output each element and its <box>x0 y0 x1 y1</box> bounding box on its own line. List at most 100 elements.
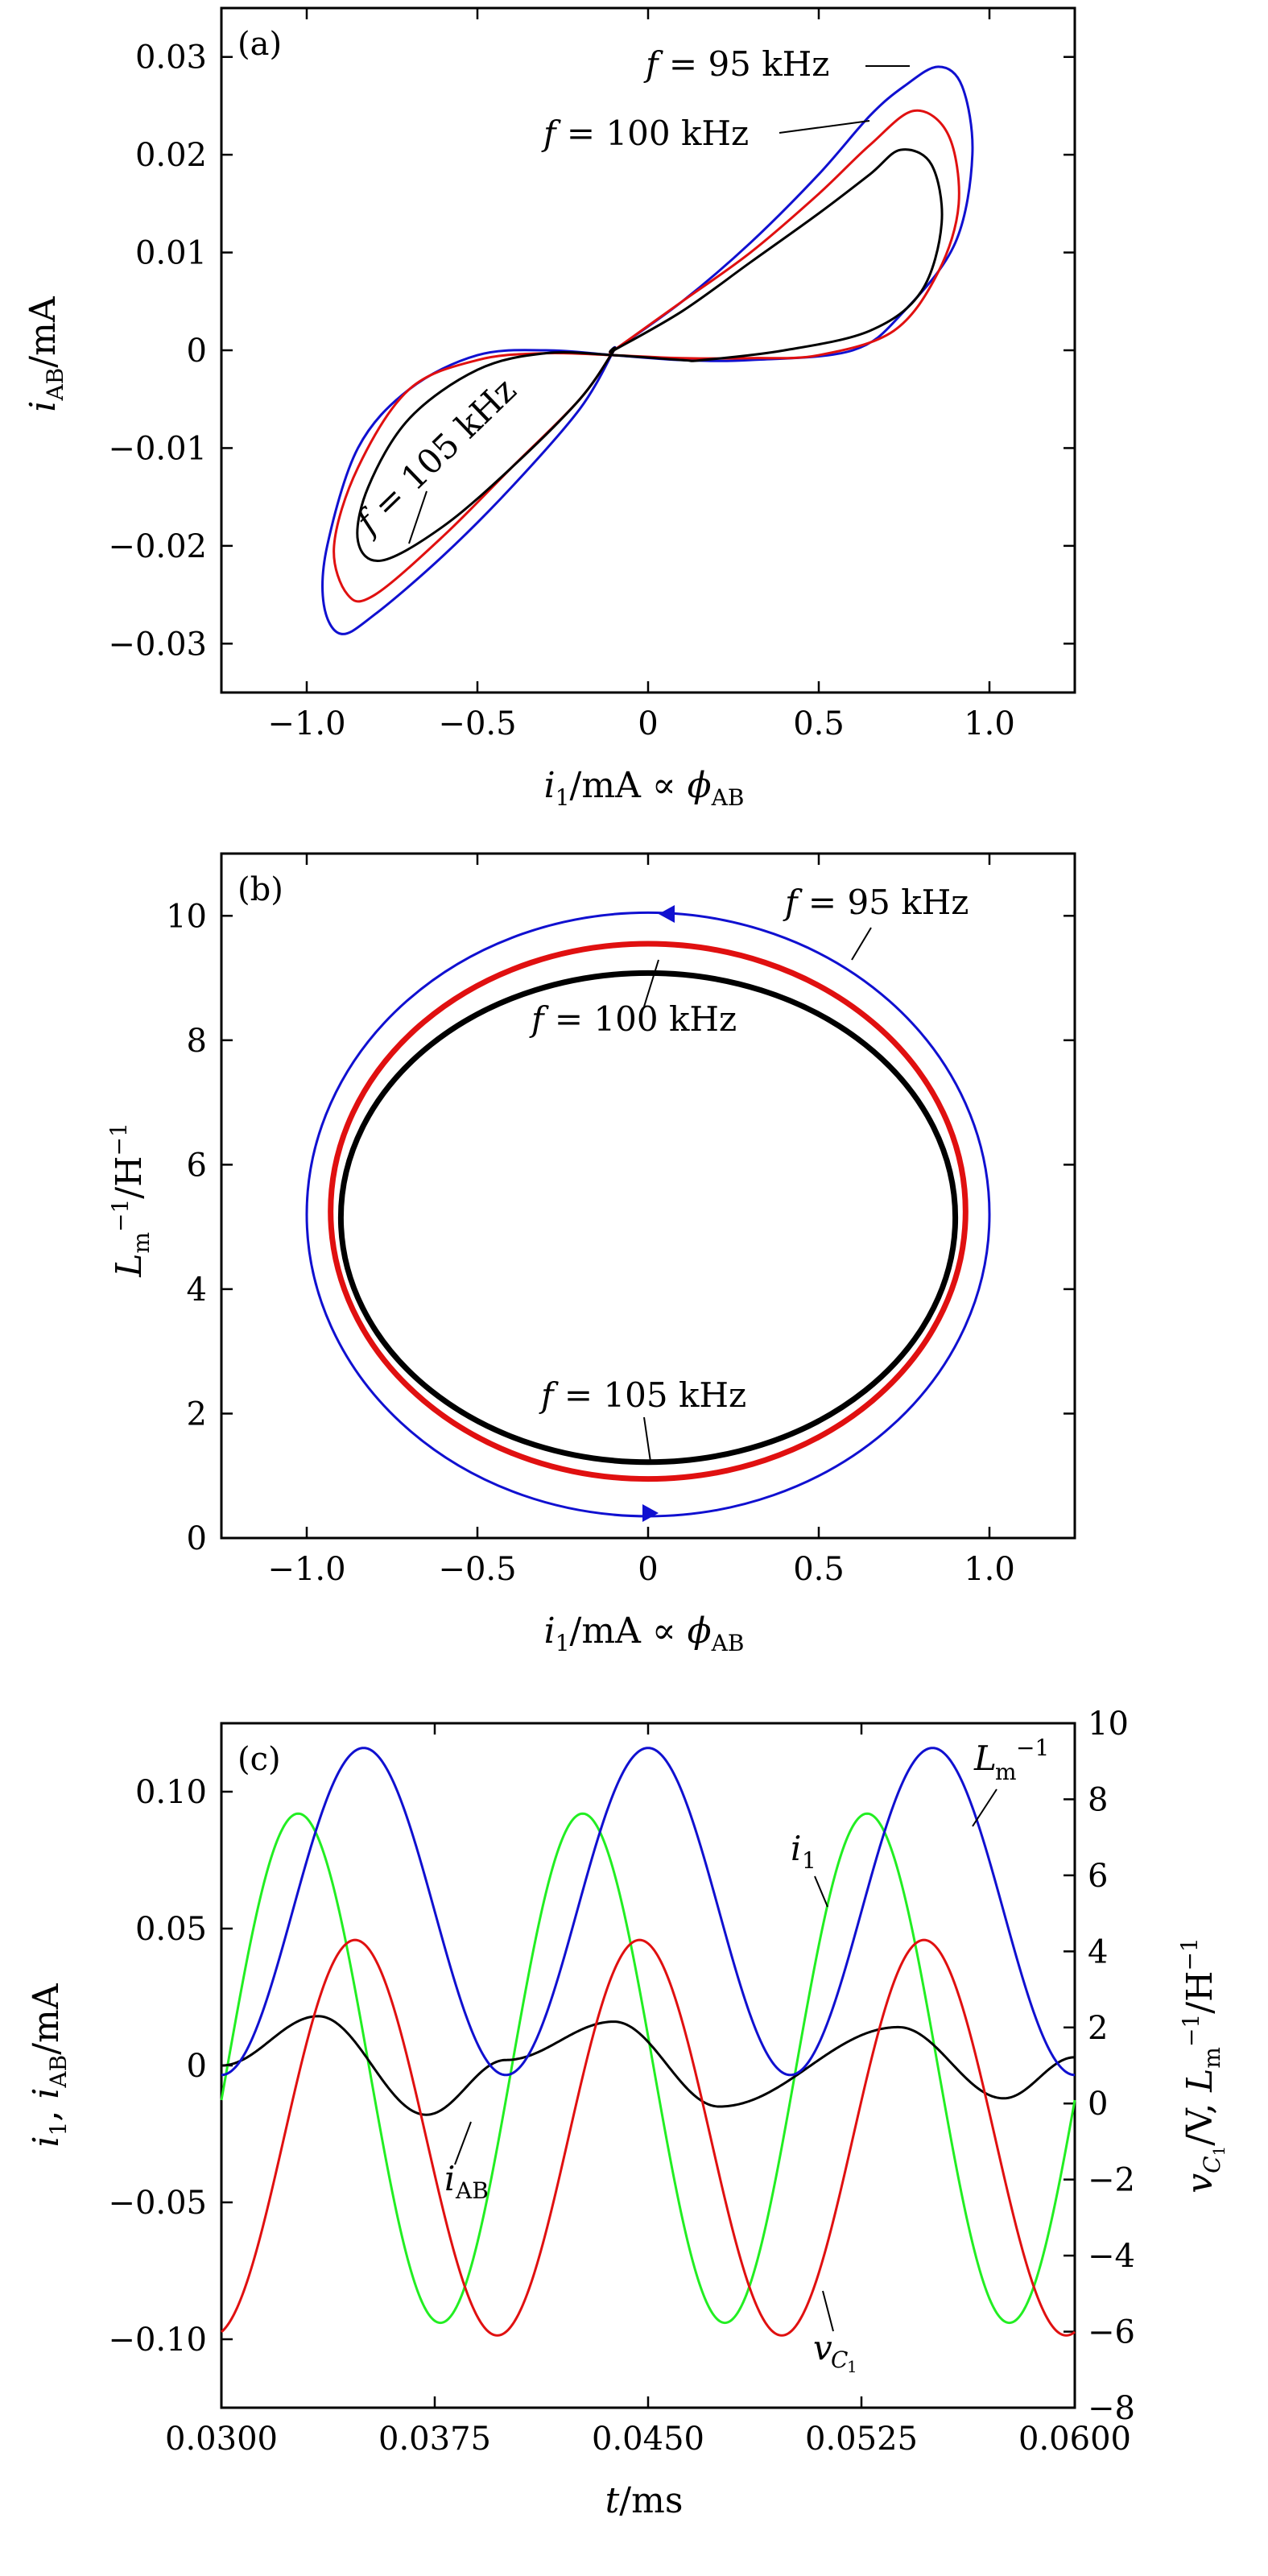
panel-a-series-1 <box>332 109 960 603</box>
panel-a-ytick-label-3: 0 <box>187 333 207 370</box>
panel-c-xtick-label-3: 0.0525 <box>805 2421 918 2458</box>
leader-105khz-b <box>643 1416 651 1462</box>
panel-c-ytick-right-label-0: −8 <box>1088 2390 1135 2427</box>
panel-b-xlabel: i1/mA ∝ ϕAB <box>544 1611 745 1656</box>
panel-b-series-1 <box>328 941 969 1482</box>
panel-c-series-3 <box>221 1747 1076 2077</box>
svg-text:i1/mA ∝ ϕAB: i1/mA ∝ ϕAB <box>544 1611 745 1656</box>
panel-c-ytick-right-label-6: 4 <box>1088 1933 1108 1970</box>
leader-105khz-a <box>408 490 427 544</box>
panel-c-series-0 <box>220 1812 1076 2325</box>
svg-text:v: v <box>813 2328 832 2367</box>
panel-b-xtick-label-1: −0.5 <box>438 1551 516 1588</box>
panel-c-ytick-right-label-4: 0 <box>1088 2086 1108 2123</box>
svg-text:iAB/mA: iAB/mA <box>23 296 68 411</box>
panel-c-ytick-right-label-3: −2 <box>1088 2162 1135 2199</box>
label-95khz-a: f = 95 kHz <box>643 44 910 84</box>
leader-100khz-a <box>779 120 870 134</box>
panel-c-ticks: 0.0300 0.0375 0.0450 0.0525 0.0600 −0.10 −0.05… <box>108 1706 1135 2458</box>
label-105khz-b: f = 105 kHz <box>539 1375 746 1462</box>
leader-iab-c <box>454 2121 472 2165</box>
svg-text:1: 1 <box>847 2357 857 2376</box>
panel-b-frame <box>220 852 1076 1540</box>
panel-c-ytick-label-0: −0.10 <box>108 2322 207 2359</box>
panel-c-ytick-label-3: 0.05 <box>135 1911 207 1948</box>
panel-a-ytick-label-4: 0.01 <box>135 235 207 272</box>
panel-c-ytick-right-label-5: 2 <box>1088 2010 1108 2047</box>
panel-c-ytick-right-label-8: 8 <box>1088 1781 1108 1818</box>
panel-c-ytick-right-label-9: 10 <box>1088 1706 1129 1743</box>
panel-b-ytick-label-0: 0 <box>187 1520 207 1557</box>
svg-text:f = 95 kHz: f = 95 kHz <box>643 44 829 84</box>
svg-text:i: i <box>791 1829 801 1868</box>
panel-c: (c) 0.0300 0.0375 0.0450 0.0525 0.0600 −0.10 −… <box>26 1706 1229 2521</box>
leader-95khz-b <box>851 927 872 961</box>
label-i1-c: i 1 <box>791 1829 828 1908</box>
panel-c-ytick-right-label-1: −6 <box>1088 2314 1135 2351</box>
panel-a-xtick-label-2: 0 <box>638 705 658 742</box>
panel-c-xlabel: t/ms <box>605 2480 684 2521</box>
panel-a-xtick-label-4: 1.0 <box>964 705 1015 742</box>
panel-c-ytick-label-2: 0 <box>187 2048 207 2085</box>
label-100khz-a: f = 100 kHz <box>541 114 870 153</box>
panel-a-xtick-label-0: −1.0 <box>267 705 345 742</box>
svg-text:t/ms: t/ms <box>605 2480 684 2521</box>
panel-b-label: (b) <box>237 871 283 908</box>
panel-a-ticks: −1.0 −0.5 0 0.5 1.0 −0.03 −0.02 −0.01 0 0.01 0.02 0… <box>108 8 1075 742</box>
panel-b-ticks: −1.0 −0.5 0 0.5 1.0 0 2 4 6 8 10 <box>166 854 1075 1588</box>
svg-text:f = 105 kHz: f = 105 kHz <box>539 1375 746 1415</box>
panel-c-ytick-label-4: 0.10 <box>135 1774 207 1811</box>
panel-c-ylabel-right: vC1/V, Lm−1/H−1 <box>1176 1937 1229 2193</box>
panel-b-series-2 <box>337 970 959 1466</box>
svg-text:i: i <box>444 2159 455 2198</box>
panel-a-ytick-label-2: −0.01 <box>108 430 207 467</box>
leader-i1-c <box>814 1875 828 1908</box>
svg-text:−1: −1 <box>1016 1735 1049 1761</box>
panel-c-label: (c) <box>237 1741 281 1778</box>
panel-c-series-2 <box>221 1938 1076 2337</box>
direction-arrow-top <box>659 905 675 923</box>
panel-a-ytick-label-5: 0.02 <box>135 137 207 174</box>
panel-b-xtick-label-3: 0.5 <box>793 1551 845 1588</box>
panel-a-xtick-label-1: −0.5 <box>438 705 516 742</box>
panel-a-series-2 <box>356 148 944 563</box>
panel-c-ylabel-left: i1, iAB/mA <box>26 1983 72 2147</box>
panel-c-series-1 <box>221 2015 1076 2116</box>
panel-a-ytick-label-0: −0.03 <box>108 626 207 663</box>
svg-text:f = 100 kHz: f = 100 kHz <box>541 114 749 153</box>
svg-text:m: m <box>995 1759 1017 1785</box>
panel-a-label: (a) <box>237 26 282 63</box>
svg-text:i1, iAB/mA: i1, iAB/mA <box>26 1983 72 2147</box>
panel-b-xtick-label-0: −1.0 <box>267 1551 345 1588</box>
panel-c-ytick-right-label-2: −4 <box>1088 2238 1135 2275</box>
label-lm-c: L m −1 <box>972 1735 1049 1827</box>
svg-text:f = 100 kHz: f = 100 kHz <box>529 999 737 1039</box>
panel-a-xlabel: i1/mA ∝ ϕAB <box>544 765 745 811</box>
svg-text:AB: AB <box>455 2177 489 2204</box>
panel-a: (a) −1.0 −0.5 0 0.5 1.0 −0.03 −0.02 −0.01 0 0.01 0… <box>23 6 1076 811</box>
panel-a-curves <box>320 65 974 635</box>
panel-a-frame <box>220 6 1076 694</box>
leader-lm-c <box>972 1788 997 1827</box>
svg-text:i1/mA ∝ ϕAB: i1/mA ∝ ϕAB <box>544 765 745 811</box>
panel-c-ytick-right-label-7: 6 <box>1088 1858 1108 1895</box>
panel-a-ytick-label-6: 0.03 <box>135 39 207 76</box>
svg-text:C: C <box>831 2347 848 2373</box>
panel-b-ytick-label-5: 10 <box>166 898 207 935</box>
label-iab-c: i AB <box>444 2121 489 2204</box>
svg-text:Lm−1/H−1: Lm−1/H−1 <box>105 1123 155 1278</box>
panel-b-xtick-label-2: 0 <box>638 1551 658 1588</box>
svg-text:L: L <box>973 1739 997 1778</box>
panel-a-ytick-label-1: −0.02 <box>108 528 207 565</box>
panel-b-ytick-label-1: 2 <box>187 1396 207 1433</box>
label-95khz-b: f = 95 kHz <box>783 883 969 961</box>
label-vc1-c: v C 1 <box>813 2290 857 2376</box>
panel-b-ylabel: Lm−1/H−1 <box>105 1123 155 1278</box>
direction-arrow-bottom <box>642 1504 659 1522</box>
panel-c-xtick-label-1: 0.0375 <box>378 2421 491 2458</box>
panel-b-ytick-label-2: 4 <box>187 1271 207 1309</box>
label-100khz-b: f = 100 kHz <box>529 959 737 1039</box>
panel-b-ytick-label-4: 8 <box>187 1023 207 1060</box>
panel-c-xtick-label-4: 0.0600 <box>1018 2421 1131 2458</box>
